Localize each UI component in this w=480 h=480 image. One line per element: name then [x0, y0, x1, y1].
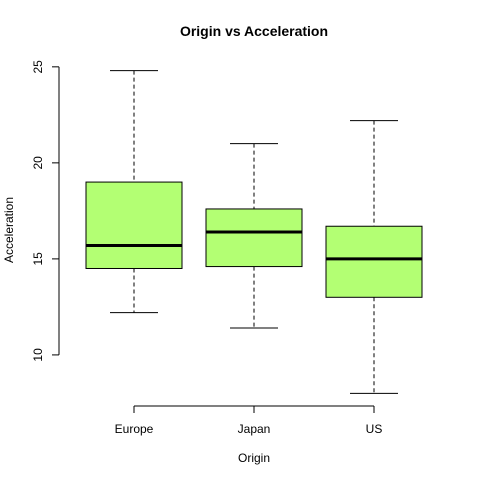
y-tick-label-15: 15 [31, 252, 45, 266]
x-tick-label-japan: Japan [238, 422, 271, 436]
box-us [325, 225, 423, 298]
box-japan [205, 208, 303, 268]
y-tick-label-20: 20 [31, 156, 45, 170]
chart-title: Origin vs Acceleration [180, 23, 328, 39]
box-europe [85, 181, 183, 269]
y-tick-label-10: 10 [31, 348, 45, 362]
x-tick-label-europe: Europe [115, 422, 154, 436]
plot-area: 10 15 20 25 Europe Japan US [31, 60, 423, 436]
x-tick-label-us: US [366, 422, 383, 436]
y-tick-label-25: 25 [31, 60, 45, 74]
x-axis-label: Origin [238, 451, 270, 465]
y-axis-label: Acceleration [2, 197, 16, 263]
